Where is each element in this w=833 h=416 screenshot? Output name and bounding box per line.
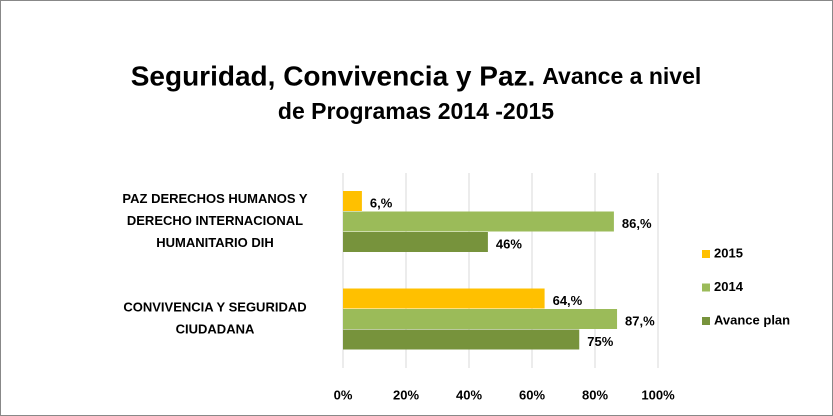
bar [343, 191, 362, 211]
bar [343, 288, 545, 309]
bar [343, 211, 614, 232]
data-label: 6,% [370, 196, 393, 211]
legend-label: 2014 [714, 279, 744, 294]
y-tick-label: CONVIVENCIA Y SEGURIDAD CIUDADANA [123, 300, 306, 337]
bar [343, 309, 618, 329]
chart-subtitle-part: Avance a nivel [542, 63, 701, 89]
x-tick-label: 60% [519, 387, 545, 402]
data-label: 86,% [622, 216, 652, 231]
y-tick-label: PAZ DERECHOS HUMANOS Y DERECHO INTERNACIO… [122, 191, 307, 250]
legend-swatch [702, 283, 710, 292]
y-tick-label-line: HUMANITARIO DIH [156, 235, 273, 250]
bar [343, 329, 580, 350]
legend-swatch [702, 317, 710, 325]
data-label: 75% [587, 334, 613, 349]
bar [343, 232, 488, 252]
y-tick-label-line: DERECHO INTERNACIONAL [127, 213, 303, 228]
data-label: 87,% [625, 314, 655, 329]
chart-subtitle-part: de Programas 2014 -2015 [278, 98, 554, 124]
x-tick-label: 0% [334, 387, 353, 402]
data-label: 64,% [553, 293, 583, 308]
legend-swatch [702, 250, 710, 258]
data-label: 46% [496, 237, 522, 252]
y-tick-label-line: PAZ DERECHOS HUMANOS Y [122, 191, 307, 206]
x-tick-label: 80% [582, 387, 608, 402]
legend-label: Avance plan [714, 312, 790, 327]
y-tick-label-line: CIUDADANA [176, 322, 255, 337]
y-tick-label-line: CONVIVENCIA Y SEGURIDAD [123, 300, 306, 315]
x-tick-label: 20% [393, 387, 419, 402]
chart-subtitle: Avance a nivel de Programas 2014 -2015 [278, 63, 701, 124]
x-tick-label: 40% [456, 387, 482, 402]
x-tick-label: 100% [641, 387, 675, 402]
legend-label: 2015 [714, 245, 743, 260]
chart-title: Seguridad, Convivencia y Paz. [131, 60, 536, 91]
